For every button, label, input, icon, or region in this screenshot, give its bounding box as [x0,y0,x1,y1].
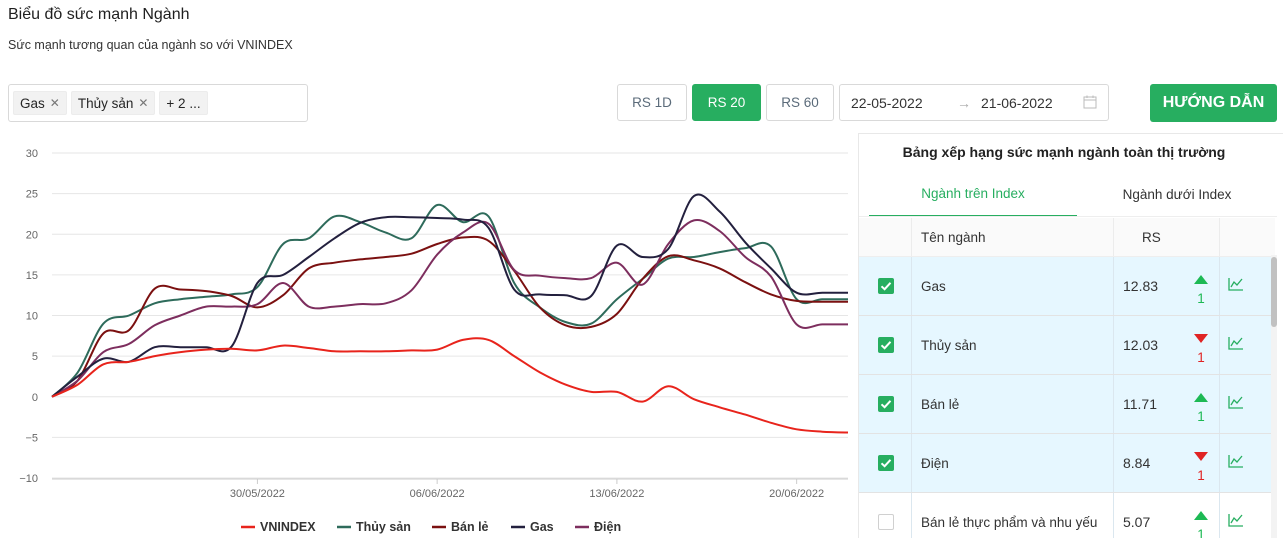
tab-below-index[interactable]: Ngành dưới Index [1122,186,1232,202]
y-tick-label: 30 [26,148,38,160]
series-line-0[interactable] [51,337,849,434]
legend-label: Điện [594,520,621,534]
ranking-table-header: Tên ngành RS [859,218,1275,257]
row-checkbox[interactable] [878,455,894,471]
tab-divider [859,216,1277,217]
calendar-icon[interactable] [1083,95,1097,109]
rank-change-value: 1 [1197,291,1205,306]
line-chart-icon[interactable] [1228,277,1244,296]
table-row[interactable]: Bán lẻ 11.71 1 [859,375,1275,434]
tag-more[interactable]: + 2 ... [159,91,208,115]
row-checkbox[interactable] [878,337,894,353]
y-tick-label: −5 [25,432,38,444]
scrollbar-thumb[interactable] [1271,257,1277,327]
legend-label: Bán lẻ [451,520,489,534]
arrow-right-icon: → [957,94,971,111]
x-tick-label: 30/05/2022 [230,488,285,500]
page-subtitle: Sức mạnh tương quan của ngành so với VNI… [8,38,293,52]
series-line-3[interactable] [51,193,848,398]
rank-change: 1 [1189,389,1213,424]
tag-label: Thủy sản [77,95,134,111]
legend-label: Thủy sản [356,520,411,534]
legend-label: VNINDEX [260,520,316,534]
rs-value: 11.71 [1123,396,1157,412]
scrollbar-track[interactable] [1271,255,1277,538]
series-line-2[interactable] [51,235,849,398]
ranking-panel: Bảng xếp hạng sức mạnh ngành toàn thị tr… [858,133,1283,538]
start-date[interactable]: 22-05-2022 [851,94,923,111]
y-tick-label: 0 [32,392,38,404]
line-chart-icon[interactable] [1228,395,1244,414]
arrow-up-icon [1194,389,1208,406]
x-tick-label: 13/06/2022 [589,488,644,500]
y-tick-label: 15 [26,270,38,282]
row-checkbox[interactable] [878,396,894,412]
rank-change: 1 [1189,507,1213,538]
rs-value: 8.84 [1123,455,1151,471]
arrow-up-icon [1194,271,1208,288]
row-checkbox[interactable] [878,278,894,294]
table-row[interactable]: Bán lẻ thực phẩm và nhu yếu 5.07 1 [859,493,1275,538]
y-tick-label: 5 [32,351,38,363]
tag-thuy-san: Thủy sản ✕ [70,91,156,115]
y-tick-label: 20 [26,229,38,241]
tag-gas: Gas ✕ [13,91,67,115]
close-icon[interactable]: ✕ [138,96,149,110]
legend-item[interactable]: Gas [511,520,554,534]
rs-60-button[interactable]: RS 60 [766,84,834,121]
table-row[interactable]: Gas 12.83 1 [859,257,1275,316]
series-line-1[interactable] [51,203,848,398]
row-checkbox[interactable] [878,514,894,530]
y-tick-label: 10 [26,311,38,323]
line-chart-icon[interactable] [1228,336,1244,355]
arrow-up-icon [1194,507,1208,524]
rank-change-value: 1 [1197,527,1205,538]
industry-name: Điện [921,456,949,471]
y-tick-label: 25 [26,189,38,201]
ranking-title: Bảng xếp hạng sức mạnh ngành toàn thị tr… [902,144,1226,160]
end-date[interactable]: 21-06-2022 [981,94,1053,111]
rs-value: 12.03 [1123,337,1159,353]
x-tick-label: 06/06/2022 [410,488,465,500]
guide-button[interactable]: HƯỚNG DẪN [1150,84,1277,122]
date-range-picker[interactable]: 22-05-2022 → 21-06-2022 [839,84,1109,121]
legend-label: Gas [530,520,554,534]
legend-item[interactable]: Thủy sản [337,520,411,534]
page-title: Biểu đồ sức mạnh Ngành [8,6,190,23]
rank-change-value: 1 [1197,468,1205,483]
line-chart-icon[interactable] [1228,454,1244,473]
tag-label: Gas [20,95,45,111]
table-row[interactable]: Thủy sản 12.03 1 [859,316,1275,375]
legend-item[interactable]: VNINDEX [241,520,316,534]
rank-change-value: 1 [1197,350,1205,365]
table-row[interactable]: Điện 8.84 1 [859,434,1275,493]
legend-item[interactable]: Điện [575,520,621,534]
rank-change: 1 [1189,271,1213,306]
industry-name: Thủy sản [921,338,977,353]
arrow-down-icon [1194,330,1208,347]
rs-1d-button[interactable]: RS 1D [617,84,687,121]
col-rs: RS [1142,230,1161,245]
rs-value: 12.83 [1123,278,1159,294]
line-chart-icon[interactable] [1228,513,1244,532]
industry-name: Bán lẻ thực phẩm và nhu yếu [921,515,1098,530]
industry-multiselect[interactable]: Gas ✕ Thủy sản ✕ + 2 ... [8,84,308,122]
arrow-down-icon [1194,448,1208,465]
col-industry-name: Tên ngành [921,230,986,245]
industry-name: Bán lẻ [921,397,960,412]
series-line-4[interactable] [51,219,848,398]
rs-line-chart: 30 25 20 15 10 5 0 −5 −10 30/05/2022 06/06/2022 13… [0,133,858,538]
chart-svg: 30 25 20 15 10 5 0 −5 −10 30/05/2022 06/06/2022 13… [19,148,849,534]
tab-above-index[interactable]: Ngành trên Index [869,171,1077,217]
industry-name: Gas [921,279,946,294]
x-tick-label: 20/06/2022 [769,488,824,500]
rank-change: 1 [1189,448,1213,483]
rank-change-value: 1 [1197,409,1205,424]
rs-value: 5.07 [1123,514,1151,530]
close-icon[interactable]: ✕ [49,96,60,110]
rs-20-button[interactable]: RS 20 [692,84,761,121]
legend-item[interactable]: Bán lẻ [432,520,489,534]
y-tick-label: −10 [19,473,38,485]
rank-change: 1 [1189,330,1213,365]
